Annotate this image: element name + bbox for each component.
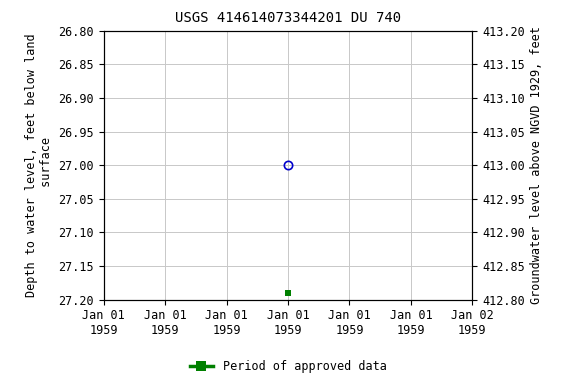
Title: USGS 414614073344201 DU 740: USGS 414614073344201 DU 740: [175, 12, 401, 25]
Legend: Period of approved data: Period of approved data: [185, 356, 391, 378]
Y-axis label: Groundwater level above NGVD 1929, feet: Groundwater level above NGVD 1929, feet: [530, 26, 543, 304]
Y-axis label: Depth to water level, feet below land
 surface: Depth to water level, feet below land su…: [25, 33, 53, 297]
